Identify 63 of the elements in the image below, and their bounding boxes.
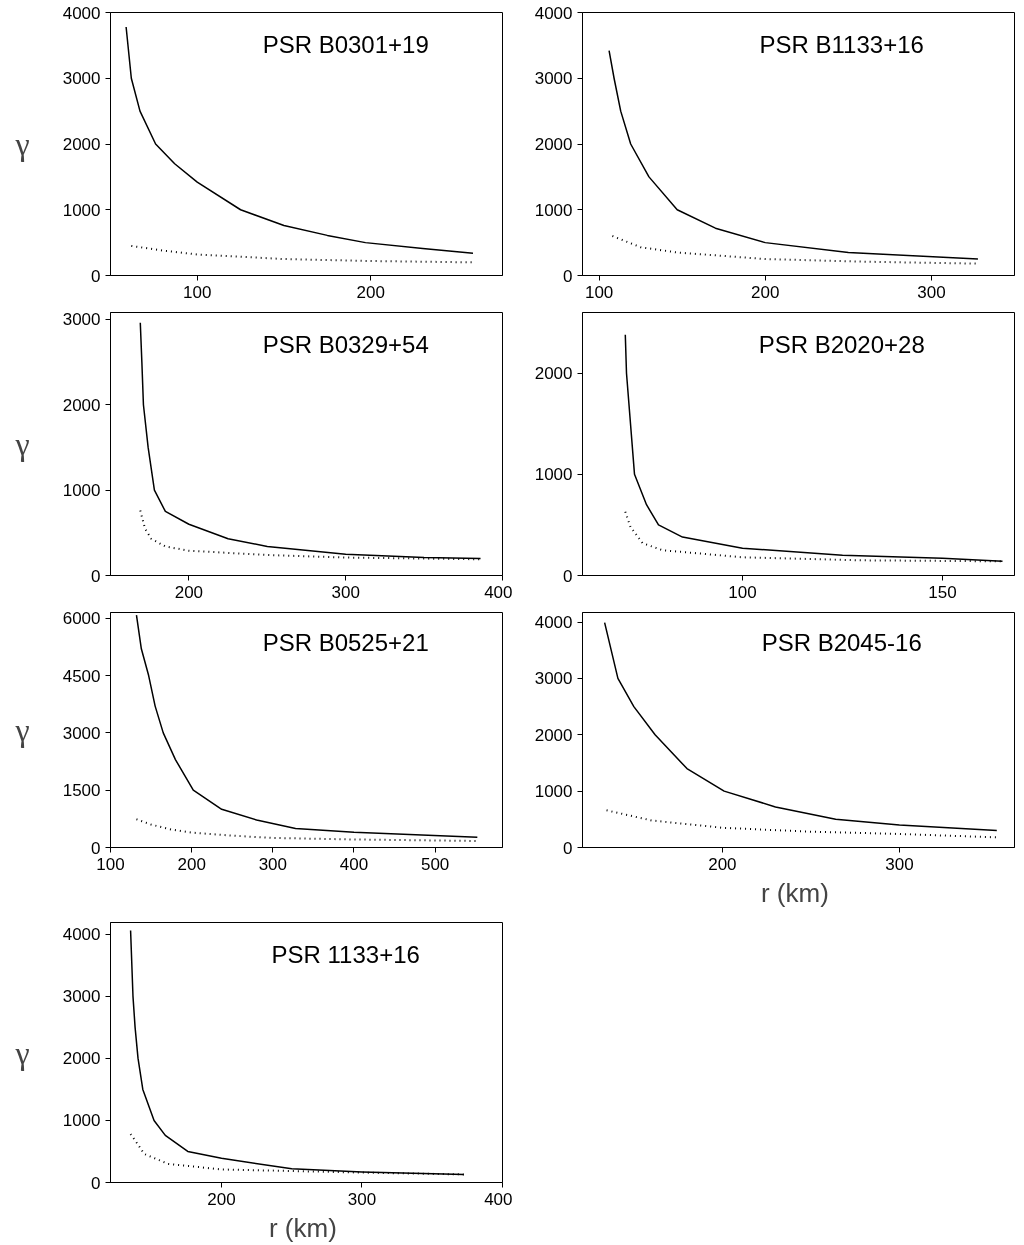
y-tick-label: 0: [563, 838, 573, 858]
y-tick-label: 3000: [62, 723, 101, 743]
y-tick-label: 3000: [534, 669, 573, 689]
x-axis-title: r (km): [268, 1212, 337, 1243]
y-tick-label: 3000: [62, 310, 101, 330]
y-tick-label: 4000: [534, 3, 573, 23]
x-tick-label: 400: [339, 854, 369, 874]
y-tick-label: 0: [91, 1173, 101, 1193]
text: PSR B2020+28: [758, 330, 925, 358]
x-tick-label: 100: [584, 282, 614, 302]
y-tick-label: 3000: [534, 69, 573, 89]
y-tick-label: 1000: [62, 200, 101, 220]
y-tick-label: 1000: [534, 200, 573, 220]
x-tick-label: 300: [885, 854, 914, 874]
y-tick-label: 1500: [62, 781, 101, 801]
y-tick-label: 1000: [534, 782, 573, 802]
y-tick-label: 3000: [62, 69, 101, 89]
y-axis-title: γ: [14, 126, 30, 162]
y-tick-label: 0: [91, 266, 101, 286]
x-tick-label: 200: [207, 1189, 236, 1209]
text: PSR B0525+21: [262, 628, 429, 656]
y-tick-label: 2000: [62, 395, 101, 415]
x-tick-label: 400: [484, 582, 513, 602]
x-tick-label: 500: [420, 854, 450, 874]
y-tick-label: 2000: [534, 725, 573, 745]
y-tick-label: 4000: [534, 613, 573, 633]
x-tick-label: 300: [347, 1189, 377, 1209]
y-axis-title: γ: [14, 1034, 30, 1071]
text: PSR B1133+16: [759, 30, 924, 58]
y-tick-label: 6000: [62, 609, 101, 629]
x-tick-label: 300: [331, 582, 360, 602]
y-axis-title: γ: [14, 712, 30, 748]
y-tick-label: 4500: [62, 666, 101, 686]
y-tick-label: 0: [563, 566, 573, 586]
x-tick-label: 100: [728, 582, 757, 602]
text: PSR 1133+16: [271, 940, 420, 968]
y-tick-label: 3000: [62, 987, 101, 1007]
x-tick-label: 400: [484, 1189, 513, 1209]
x-tick-label: 200: [751, 282, 780, 302]
y-tick-label: 4000: [62, 3, 101, 23]
y-tick-label: 2000: [62, 135, 101, 154]
y-axis-title: γ: [14, 426, 30, 462]
text: PSR B0329+54: [262, 330, 429, 358]
text: PSR B0301+19: [262, 30, 429, 58]
x-tick-label: 150: [928, 582, 957, 602]
x-tick-label: 100: [183, 282, 212, 302]
y-tick-label: 2000: [534, 135, 573, 154]
y-tick-label: 2000: [534, 364, 573, 384]
y-tick-label: 4000: [62, 925, 101, 945]
y-tick-label: 1000: [534, 465, 573, 485]
x-tick-label: 200: [708, 854, 737, 874]
x-tick-label: 300: [917, 282, 946, 302]
x-axis-title: r (km): [760, 877, 829, 908]
y-tick-label: 2000: [62, 1049, 101, 1069]
x-tick-label: 200: [356, 282, 385, 302]
y-tick-label: 1000: [62, 481, 101, 501]
x-tick-label: 200: [174, 582, 204, 602]
y-tick-label: 0: [91, 566, 101, 586]
y-tick-label: 0: [563, 266, 573, 286]
x-tick-label: 300: [258, 854, 288, 874]
text: PSR B2045-16: [761, 628, 922, 656]
x-tick-label: 200: [177, 854, 206, 874]
y-tick-label: 1000: [62, 1111, 101, 1131]
